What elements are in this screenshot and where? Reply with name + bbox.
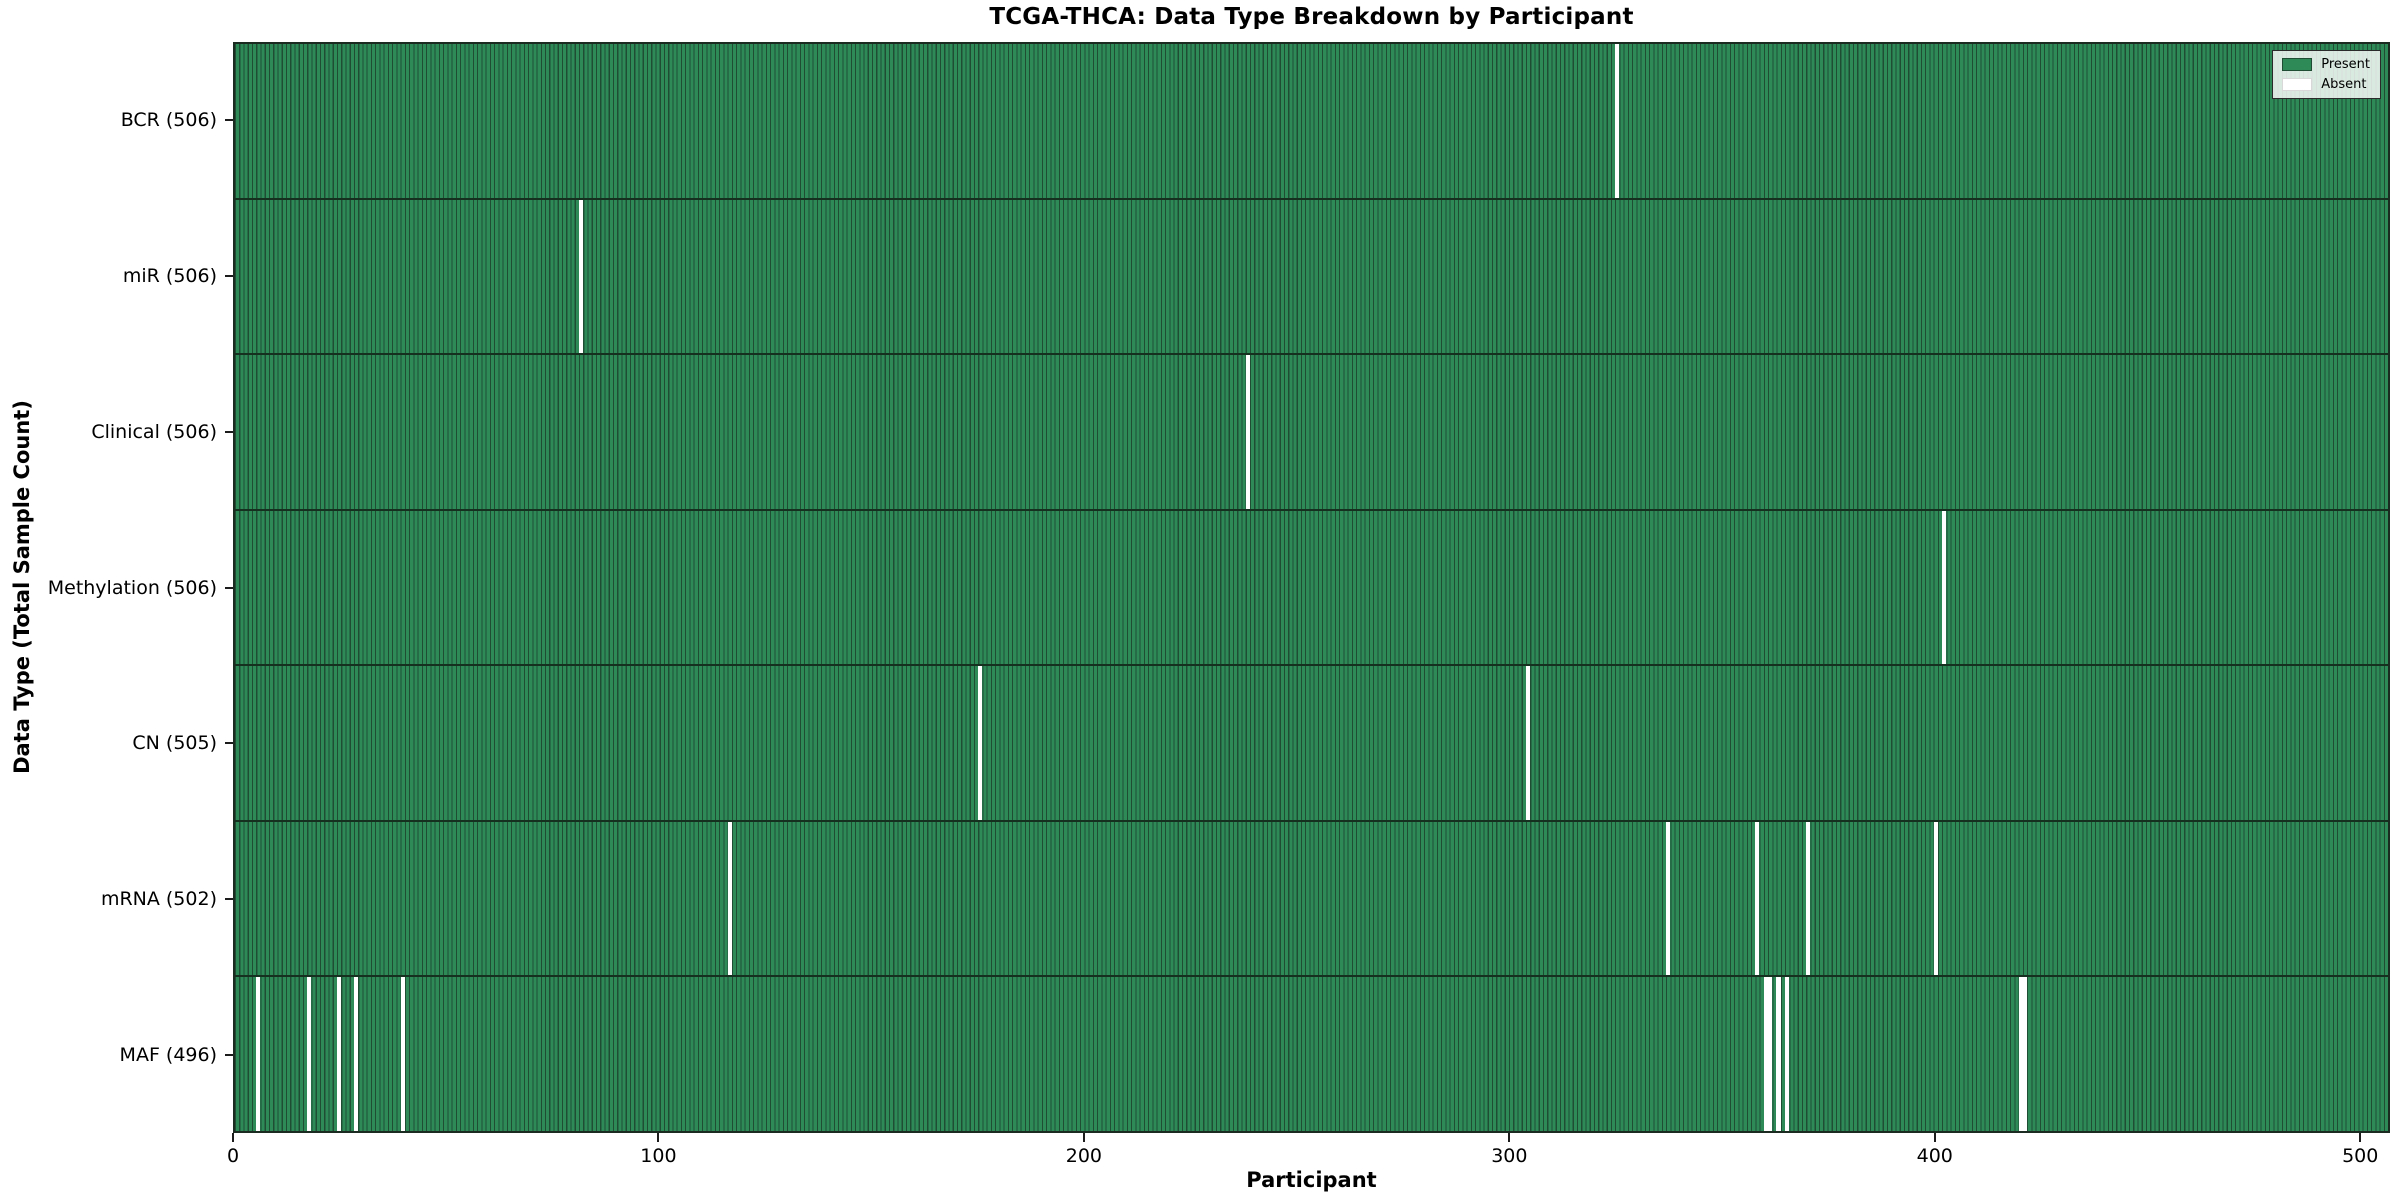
- y-tick-mark: [225, 1054, 233, 1057]
- y-tick-mark: [225, 586, 233, 589]
- y-tick-mark: [225, 118, 233, 121]
- x-tick-mark: [1082, 1133, 1085, 1142]
- data-type-row-mRNA: [235, 819, 2388, 976]
- data-type-row-Methylation: [235, 508, 2388, 665]
- legend-item-absent: Absent: [2282, 78, 2370, 91]
- y-tick-mark: [225, 742, 233, 745]
- absent-gap: [1942, 510, 1947, 665]
- legend-label-present: Present: [2321, 57, 2370, 72]
- x-tick-label: 300: [1491, 1145, 1528, 1167]
- absent-gap: [1666, 821, 1671, 976]
- x-tick-mark: [232, 1133, 234, 1142]
- y-tick-label: CN (505): [132, 732, 217, 755]
- x-tick-mark: [2359, 1133, 2362, 1142]
- legend-label-absent: Absent: [2321, 77, 2367, 92]
- x-axis-label: Participant: [1246, 1168, 1377, 1192]
- x-tick-mark: [1508, 1133, 1511, 1142]
- y-tick-label: Clinical (506): [91, 420, 217, 443]
- absent-gap: [1763, 977, 1768, 1132]
- x-tick-mark: [657, 1133, 660, 1142]
- data-type-row-MAF: [235, 975, 2388, 1132]
- y-tick-mark: [225, 274, 233, 277]
- legend-swatch-present-icon: [2282, 58, 2313, 71]
- y-tick-label: Methylation (506): [47, 576, 217, 599]
- absent-gap: [1806, 821, 1811, 976]
- x-tick-label: 0: [226, 1145, 240, 1167]
- absent-gap: [978, 666, 983, 820]
- absent-gap: [1768, 977, 1773, 1132]
- absent-gap: [256, 977, 261, 1132]
- y-tick-label: MAF (496): [119, 1044, 217, 1067]
- absent-gap: [353, 977, 359, 1132]
- y-tick-mark: [225, 430, 233, 433]
- y-tick-mark: [225, 898, 233, 901]
- absent-gap: [1776, 977, 1781, 1132]
- absent-gap: [1245, 355, 1250, 509]
- absent-gap: [1755, 821, 1760, 976]
- y-axis: BCR (506) miR (506) Clinical (506) Methylat…: [0, 42, 233, 1133]
- absent-gap: [1784, 977, 1790, 1132]
- data-type-row-miR: [235, 197, 2388, 354]
- y-tick-label: mRNA (502): [100, 888, 217, 911]
- plot-area: Present Absent: [233, 42, 2390, 1133]
- x-tick-label: 400: [1916, 1145, 1953, 1167]
- x-tick-label: 200: [1065, 1145, 1103, 1167]
- absent-gap: [2022, 977, 2028, 1132]
- y-tick-label: BCR (506): [120, 108, 217, 131]
- presence-matrix: [235, 44, 2388, 1132]
- y-tick-label: miR (506): [122, 264, 217, 287]
- absent-gap: [336, 977, 342, 1132]
- data-type-row-Clinical: [235, 353, 2388, 509]
- chart-title: TCGA-THCA: Data Type Breakdown by Partic…: [989, 4, 1634, 30]
- absent-gap: [307, 977, 312, 1132]
- data-type-row-BCR: [235, 44, 2388, 198]
- legend-swatch-absent-icon: [2282, 78, 2313, 91]
- absent-gap: [1525, 666, 1531, 820]
- x-axis: 0 100 200 300 400 500: [227, 1133, 2390, 1179]
- x-tick-label: 100: [640, 1145, 677, 1167]
- legend: Present Absent: [2272, 50, 2381, 99]
- absent-gap: [2018, 977, 2023, 1132]
- absent-gap: [1933, 821, 1938, 976]
- absent-gap: [400, 977, 405, 1132]
- data-type-row-CN: [235, 664, 2388, 820]
- absent-gap: [727, 821, 732, 976]
- x-tick-mark: [1933, 1133, 1936, 1142]
- absent-gap: [1615, 44, 1620, 198]
- legend-item-present: Present: [2282, 58, 2370, 71]
- absent-gap: [578, 199, 584, 354]
- x-tick-label: 500: [2342, 1145, 2379, 1167]
